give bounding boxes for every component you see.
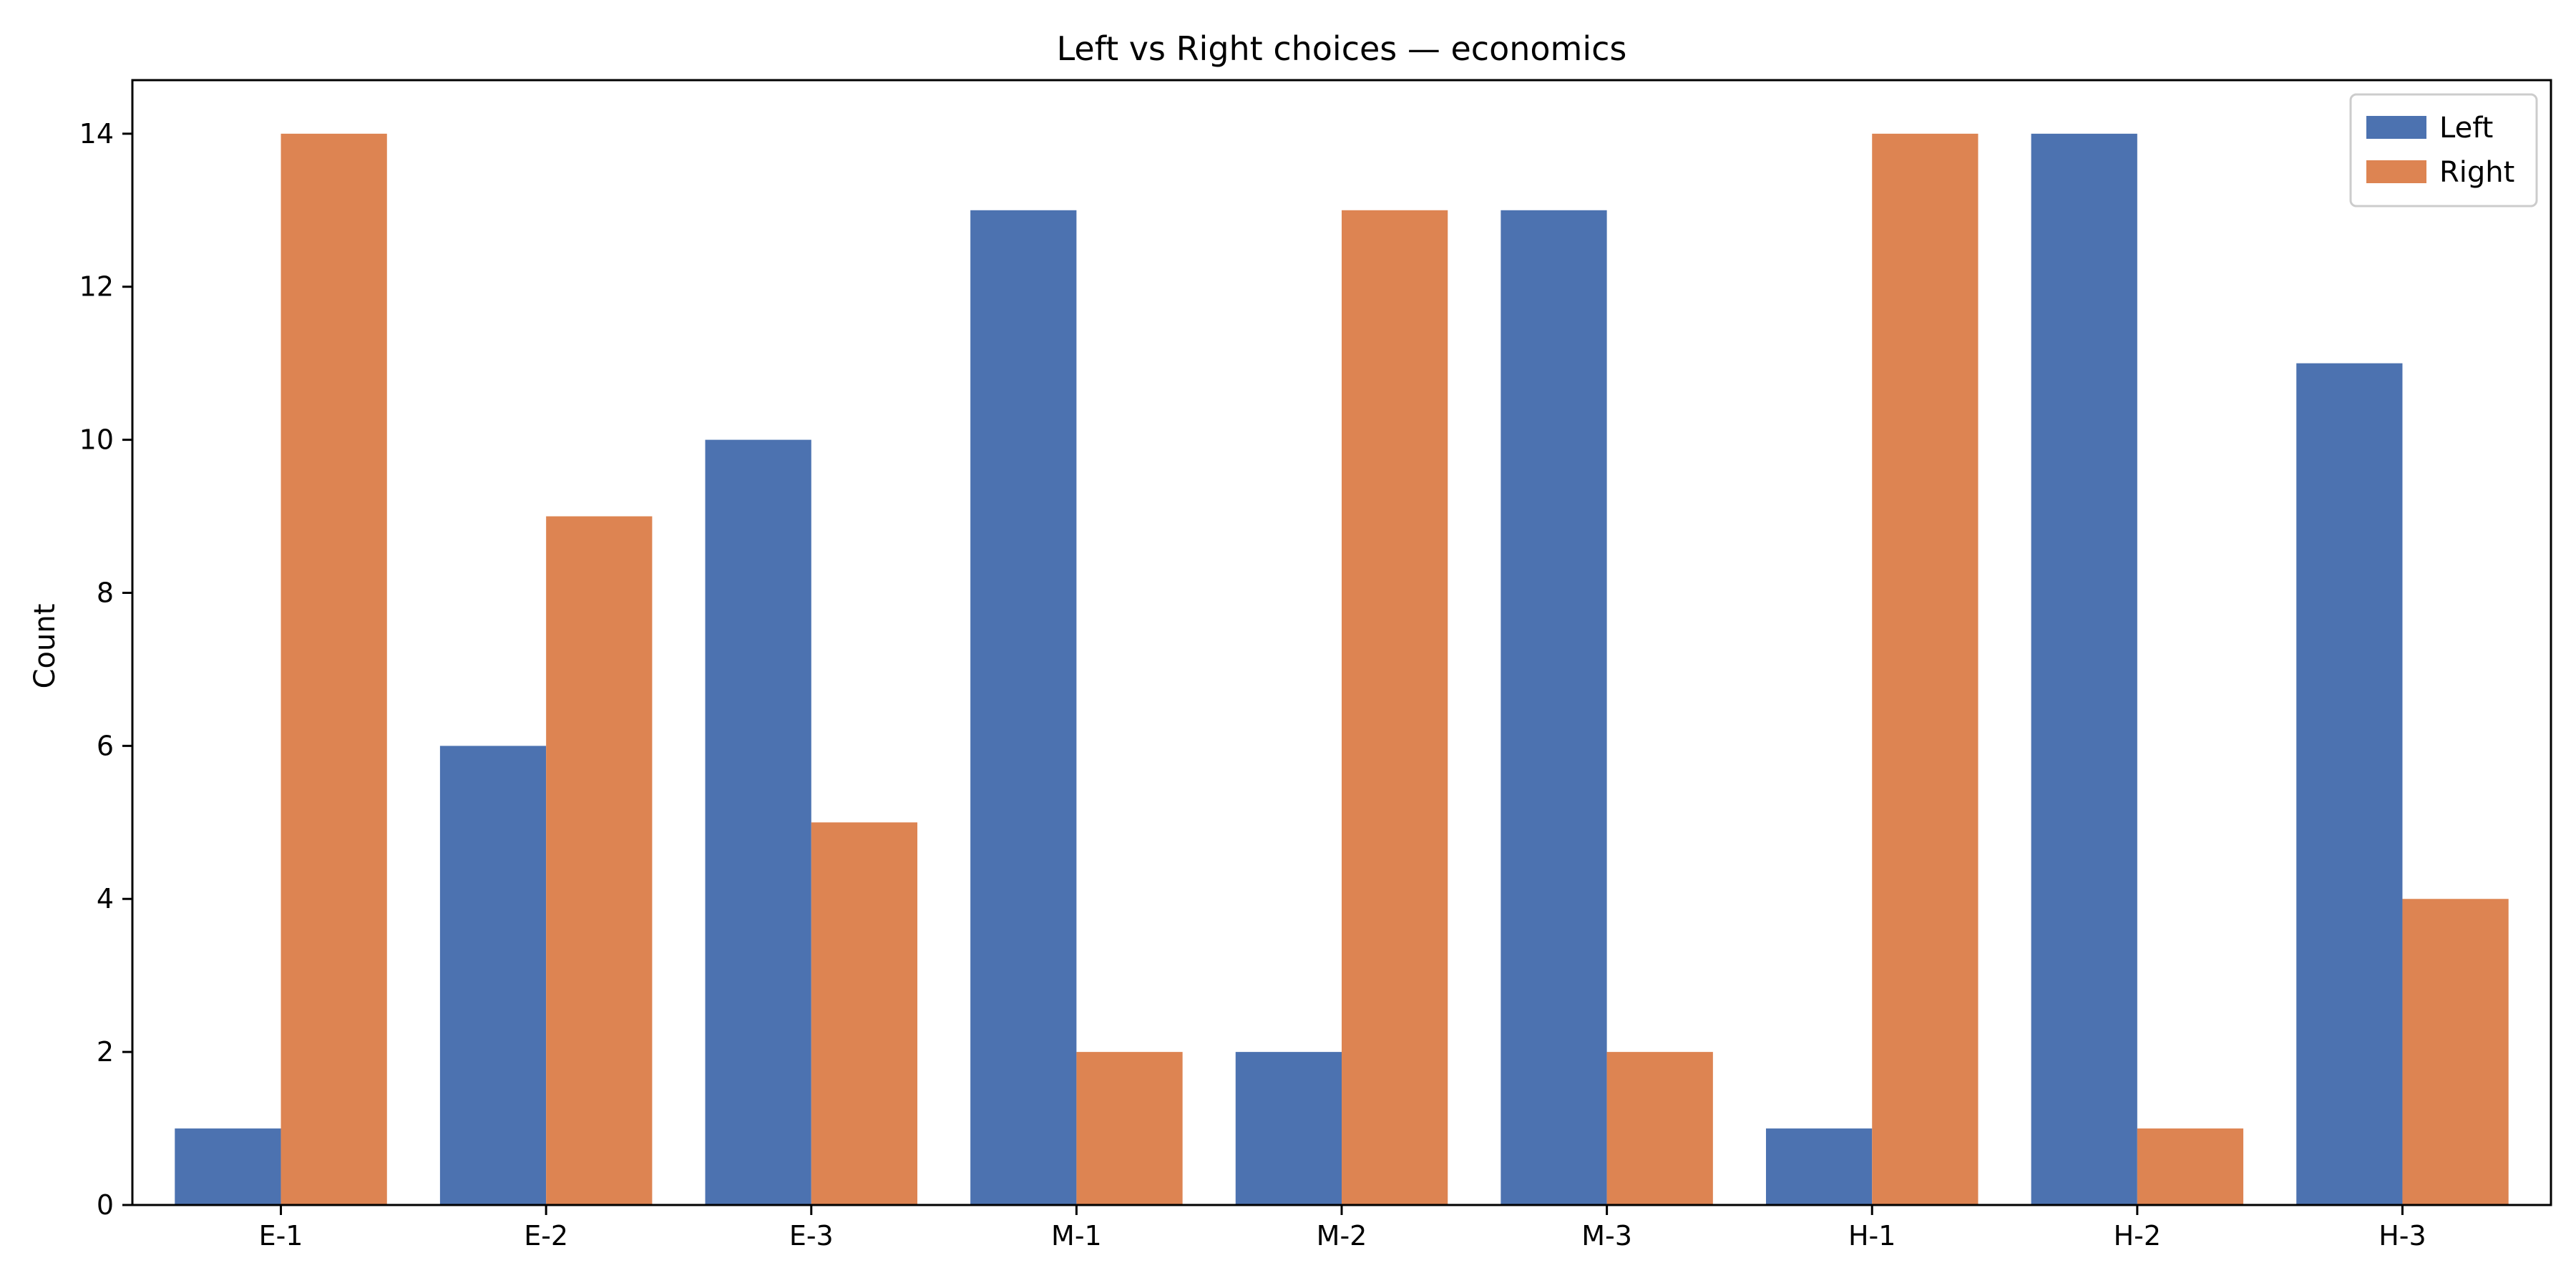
x-tick-label: M-3 [1581, 1220, 1632, 1252]
bar-left-e-3 [705, 439, 811, 1205]
y-tick-label: 14 [79, 118, 114, 150]
x-axis-ticks: E-1 E-2 E-3 M-1 M-2 M-3 H-1 H-2 H-3 [259, 1205, 2426, 1252]
bar-left-h-2 [2031, 133, 2137, 1206]
legend-label-left: Left [2439, 112, 2493, 145]
x-tick-label: M-1 [1051, 1220, 1102, 1252]
bar-left-e-1 [175, 1128, 281, 1205]
x-tick-label: E-2 [524, 1220, 568, 1252]
y-tick-label: 4 [97, 883, 114, 914]
x-tick-label: M-2 [1317, 1220, 1367, 1252]
bar-right-e-2 [546, 516, 653, 1205]
y-tick-label: 2 [97, 1036, 114, 1068]
x-tick-label: H-2 [2114, 1220, 2161, 1252]
bar-right-h-3 [2402, 899, 2509, 1205]
bar-left-h-1 [1765, 1128, 1873, 1205]
y-tick-label: 12 [79, 271, 114, 303]
y-tick-label: 6 [97, 730, 114, 761]
legend: Left Right [2349, 93, 2538, 208]
y-tick-label: 10 [79, 424, 114, 456]
bars-layer [175, 133, 2509, 1206]
x-tick-label: H-1 [1848, 1220, 1896, 1252]
x-tick-label: E-1 [259, 1220, 303, 1252]
legend-swatch-left [2366, 116, 2426, 139]
legend-swatch-right [2366, 160, 2426, 183]
bar-left-h-3 [2296, 363, 2403, 1205]
y-axis-ticks: 0 2 4 6 8 10 12 14 [79, 118, 132, 1221]
legend-label-right: Right [2439, 156, 2514, 189]
plot-frame [131, 79, 2552, 1206]
y-tick-label: 0 [97, 1189, 114, 1221]
chart-title: Left vs Right choices — economics [1057, 29, 1627, 68]
bar-left-m-2 [1235, 1052, 1342, 1205]
bar-right-h-1 [1872, 133, 1979, 1206]
y-tick-label: 8 [97, 577, 114, 608]
bar-right-e-1 [280, 133, 387, 1206]
bar-left-e-2 [439, 746, 547, 1205]
bar-right-h-2 [2137, 1128, 2244, 1205]
y-axis-title: Count [29, 604, 62, 689]
x-tick-label: E-3 [789, 1220, 834, 1252]
bar-right-m-3 [1606, 1052, 1713, 1205]
bar-left-m-3 [1501, 210, 1607, 1205]
x-tick-label: H-3 [2379, 1220, 2426, 1252]
bar-right-e-3 [811, 822, 918, 1205]
bar-left-m-1 [970, 210, 1077, 1205]
bar-right-m-1 [1076, 1052, 1183, 1205]
bar-right-m-2 [1342, 210, 1448, 1205]
